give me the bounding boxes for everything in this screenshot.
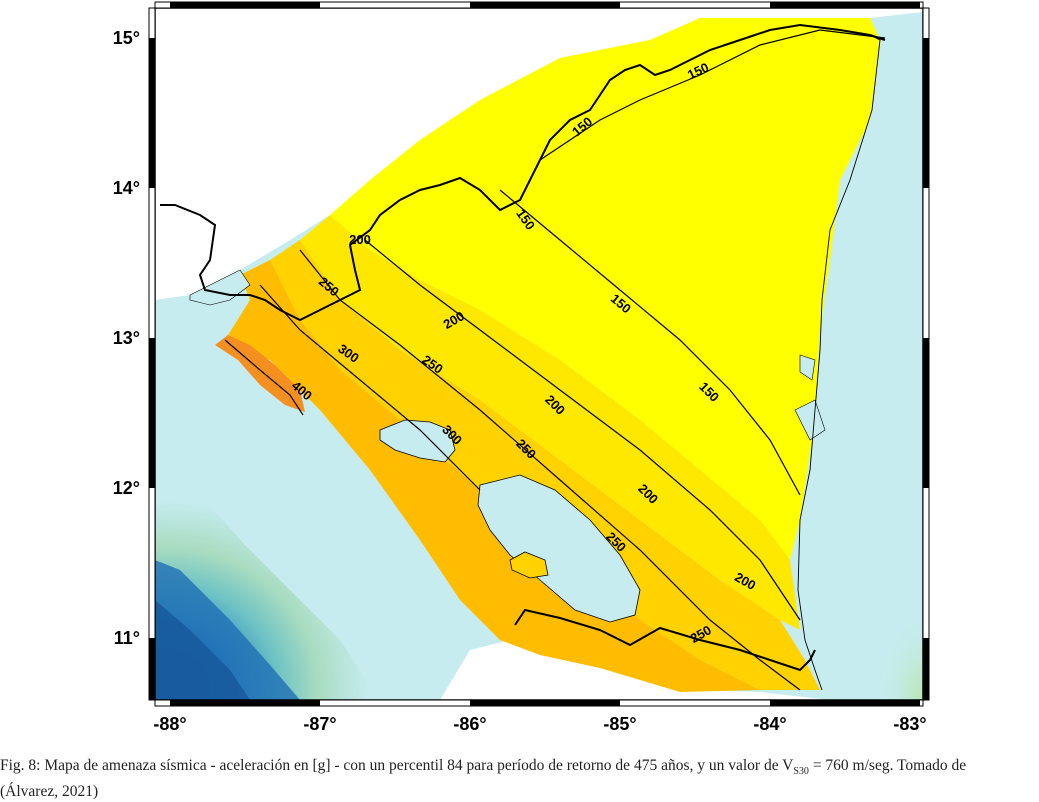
figure-caption: Fig. 8: Mapa de amenaza sísmica - aceler… xyxy=(0,756,1039,802)
frame-ticks xyxy=(148,1,930,707)
contour-400 xyxy=(224,339,304,416)
gulf-of-fonseca xyxy=(189,269,251,306)
contour-150-b xyxy=(499,189,801,496)
x-tick-label: -87° xyxy=(303,714,336,734)
contour-300 xyxy=(259,284,481,491)
contour-label: 200 xyxy=(349,232,371,247)
caption-subscript: S30 xyxy=(793,766,809,778)
x-tick-label: -85° xyxy=(603,714,636,734)
x-tick-label: -84° xyxy=(753,714,786,734)
contour-250 xyxy=(299,249,801,691)
zone-300 xyxy=(225,260,760,692)
y-tick-label: 12° xyxy=(113,478,140,498)
y-tick-label: 14° xyxy=(113,178,140,198)
x-tick-label: -83° xyxy=(893,714,926,734)
y-axis-labels: 15° 14° 13° 12° 11° xyxy=(113,28,140,648)
contour-150 xyxy=(539,29,886,161)
honduras-land xyxy=(155,8,923,300)
x-tick-label: -88° xyxy=(153,714,186,734)
pearl-lagoon xyxy=(794,399,826,441)
y-tick-label: 15° xyxy=(113,28,140,48)
zone-400 xyxy=(215,335,305,412)
contour-200 xyxy=(364,239,801,621)
x-axis-labels: -88° -87° -86° -85° -84° -83° xyxy=(153,714,926,734)
y-tick-label: 13° xyxy=(113,328,140,348)
trench-deeper xyxy=(155,600,250,700)
caribbean-shelf xyxy=(840,540,923,700)
lake-nicaragua xyxy=(477,474,641,623)
caption-text: Fig. 8: Mapa de amenaza sísmica - aceler… xyxy=(0,757,794,774)
costa-rica-border xyxy=(514,608,816,672)
seismic-hazard-map: -88° -87° -86° -85° -84° -83° 15° 14° 13… xyxy=(113,1,930,734)
costa-rica-land xyxy=(440,640,830,700)
y-tick-label: 11° xyxy=(114,628,140,648)
ometepe-island xyxy=(509,551,549,579)
zone-200 xyxy=(300,215,800,630)
zone-150 xyxy=(330,18,880,560)
x-tick-label: -86° xyxy=(453,714,486,734)
caribbean-lagoon xyxy=(799,354,816,381)
coastline xyxy=(797,34,881,691)
honduras-border xyxy=(160,23,886,322)
zone-250 xyxy=(270,240,820,690)
caption-citation: (Álvarez, 2021) xyxy=(0,783,99,801)
lake-managua xyxy=(379,419,456,463)
caption-text-end: = 760 m/seg. Tomado de xyxy=(808,757,967,774)
